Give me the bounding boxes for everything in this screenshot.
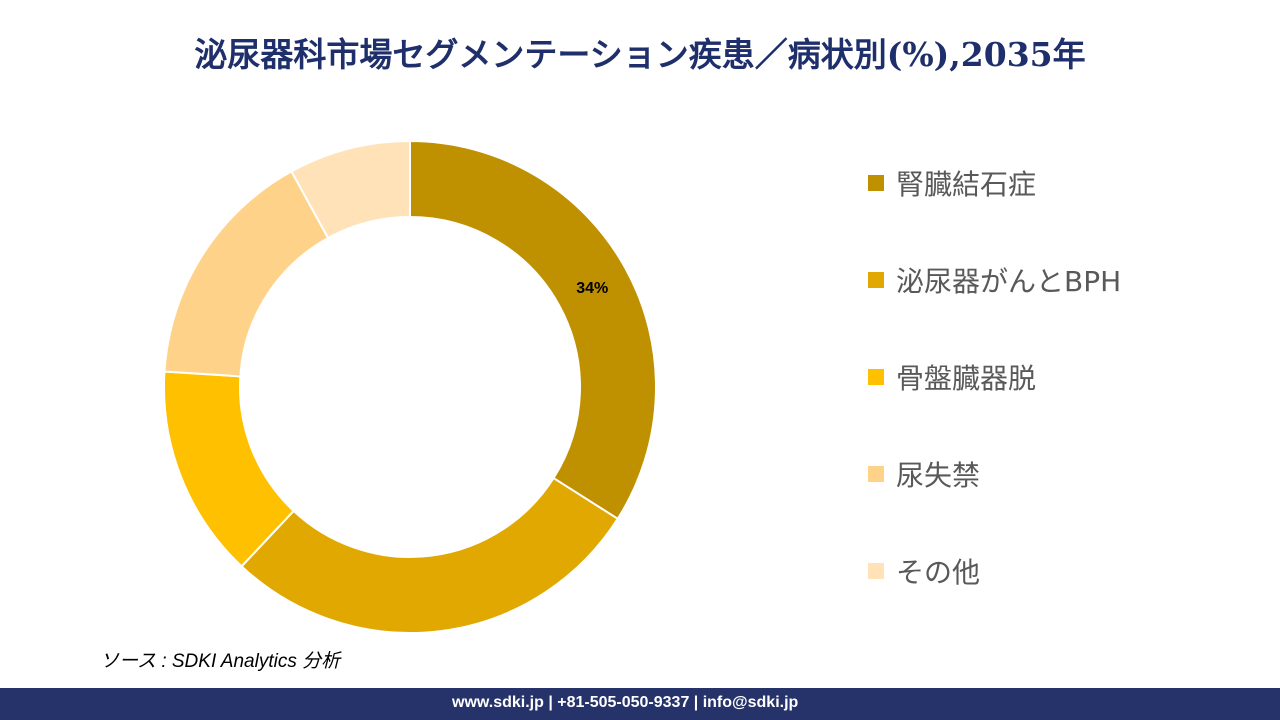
legend-item: 泌尿器がんとBPH	[868, 260, 1121, 300]
chart-title: 泌尿器科市場セグメンテーション疾患／病状別(%),2035年	[194, 35, 1086, 74]
footer-contact: www.sdki.jp | +81-505-050-9337 | info@sd…	[452, 694, 799, 711]
legend-label: 泌尿器がんとBPH	[896, 265, 1122, 298]
footer-bar: www.sdki.jp | +81-505-050-9337 | info@sd…	[0, 688, 1280, 720]
donut-slice-2	[240, 476, 620, 634]
data-label-1: 34%	[576, 280, 608, 297]
legend-label: 腎臓結石症	[896, 168, 1037, 201]
legend-swatch	[868, 563, 884, 579]
donut-slice-4	[163, 170, 330, 378]
legend-item: 骨盤臓器脱	[868, 357, 1036, 397]
donut-slice-5	[290, 139, 411, 240]
legend-item: 尿失禁	[868, 454, 980, 494]
legend-label: その他	[896, 556, 981, 589]
legend-label: 尿失禁	[896, 459, 981, 492]
source-note: ソース : SDKI Analytics 分析	[100, 651, 341, 672]
legend-swatch	[868, 369, 884, 385]
legend-label: 骨盤臓器脱	[896, 362, 1037, 395]
legend-item: その他	[868, 551, 980, 591]
legend-item: 腎臓結石症	[868, 163, 1036, 203]
legend-swatch	[868, 466, 884, 482]
donut-slice-1	[409, 139, 657, 521]
legend-swatch	[868, 175, 884, 191]
legend-swatch	[868, 272, 884, 288]
